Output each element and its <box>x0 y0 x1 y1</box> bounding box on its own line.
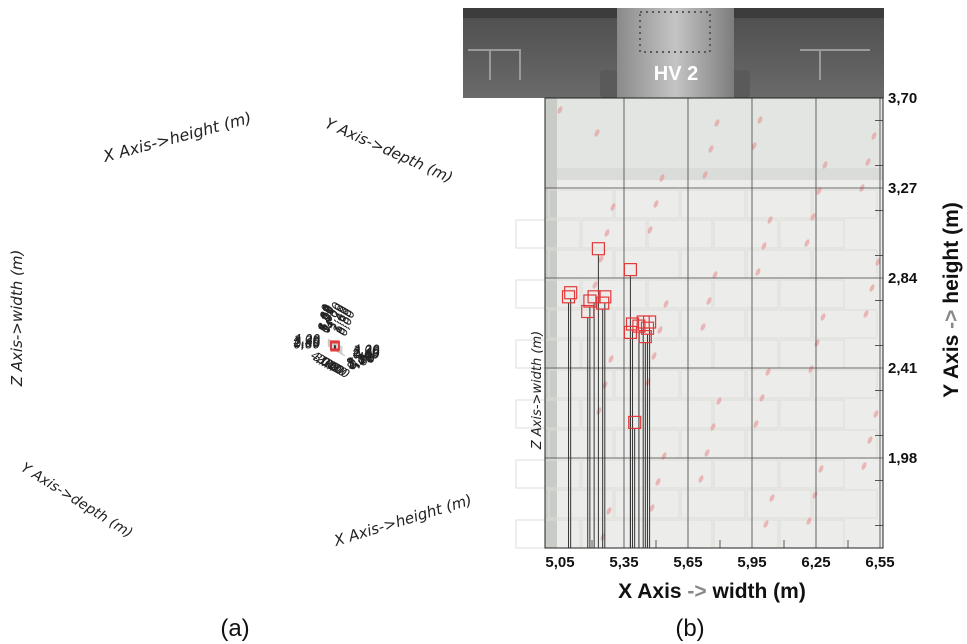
panel-b-x-tick-0: 5,05 <box>545 554 574 571</box>
panel-b-grid <box>545 97 883 548</box>
panel-b-stems <box>568 254 651 548</box>
panel-a-z-tick-right-2: 2,40 <box>353 345 380 359</box>
panel-a-tick-labels: 0,000,001,761,763,523,525,285,287,047,04… <box>294 300 381 382</box>
panel-a-z-tick-right-1: 1,60 <box>353 346 380 360</box>
panel-a-x-tick-top-5: 8,80 <box>315 303 333 332</box>
panel-b-y-tick-0: 1,98 <box>888 450 917 467</box>
panel-a-z-tick-left-1: 1,60 <box>294 336 321 350</box>
panel-b-x-tick-labels: 5,05 5,35 5,65 5,95 6,25 6,55 <box>545 554 894 571</box>
panel-a-z-tick-left-0: 0,80 <box>294 338 321 352</box>
panel-b-point-5 <box>591 242 606 256</box>
panel-b-point-16 <box>642 315 657 329</box>
panel-b-x-tick-5: 6,55 <box>865 554 894 571</box>
panel-a-x-tick-top-0: 0,00 <box>319 305 337 334</box>
panel-a-x-tick-top-2: 3,52 <box>317 304 335 333</box>
panel-b-y-label-arrow: -> <box>940 310 963 329</box>
panel-a-y-axis-label-bottom: Y Axis->depth (m) <box>18 460 136 542</box>
panel-a-x-tick-top-3: 5,28 <box>317 304 335 333</box>
panel-a-x-axis-label-bottom: X Axis->height (m) <box>331 491 474 550</box>
panel-b-point-3 <box>583 294 597 308</box>
panel-b-y-label-suffix: height (m) <box>940 202 963 303</box>
panel-b-x-tick-1: 5,35 <box>609 554 638 571</box>
panel-a-points <box>330 340 340 352</box>
panel-b-point-2 <box>581 304 595 319</box>
hv2-photo: HV 2 <box>463 8 884 98</box>
panel-a-x-tick-top-4: 7,04 <box>316 303 334 332</box>
hv2-label: HV 2 <box>654 63 698 85</box>
panel-b-point-14 <box>638 330 652 344</box>
panel-a-z-tick-left-4: 4,00 <box>294 332 321 346</box>
panel-b-y-axis-label: Y Axis -> height (m) <box>940 202 963 397</box>
panel-b-point-0 <box>561 290 576 304</box>
panel-b-points <box>561 242 657 429</box>
panel-a-z-tick-right-4: 4,00 <box>353 342 380 356</box>
panel-a-z-axis-label: Z Axis->width (m) <box>8 250 26 388</box>
panel-b-point-7 <box>598 290 612 304</box>
panel-a-z-tick-right-0: 0,80 <box>353 348 380 362</box>
panel-b-point-8 <box>623 263 638 277</box>
panel-a-x-tick-top-1: 1,76 <box>318 305 336 334</box>
panel-b-x-tick-2: 5,65 <box>673 554 702 571</box>
panel-b-y-tick-3: 3,27 <box>888 180 917 197</box>
panel-b-x-tick-4: 6,25 <box>801 554 830 571</box>
panel-b-scatter: HV 2 5,05 5,35 5,65 5,95 6,25 6,55 1,98 2,41 2,… <box>463 8 963 642</box>
panel-b-z-axis-label: Z Axis->width (m) <box>530 331 545 450</box>
panel-a-z-tick-left-3: 3,20 <box>294 334 321 348</box>
panel-b-point-1 <box>564 286 578 300</box>
panel-b-x-tick-3: 5,95 <box>737 554 766 571</box>
panel-a-z-tick-left-2: 2,40 <box>294 335 321 349</box>
panel-b-x-label-prefix: X Axis <box>618 580 681 603</box>
panel-b-y-tick-labels: 1,98 2,41 2,84 3,27 3,70 <box>888 90 918 467</box>
panel-b-x-label-arrow: -> <box>687 580 706 603</box>
panel-a-point-13 <box>330 342 340 352</box>
panel-b-y-tick-1: 2,41 <box>888 360 917 377</box>
panel-b-x-label-suffix: width (m) <box>712 580 806 603</box>
panel-b-y-label-prefix: Y Axis <box>940 335 963 398</box>
panel-a-caption: (a) <box>220 615 249 642</box>
panel-b-plot-frame <box>544 97 884 549</box>
panel-a-z-tick-right-3: 3,20 <box>353 344 380 358</box>
panel-a-3d-scatter: 0,000,001,761,763,523,525,285,287,047,04… <box>8 108 474 642</box>
panel-b-y-tick-2: 2,84 <box>888 270 918 287</box>
panel-b-caption: (b) <box>675 615 704 642</box>
panel-a-y-axis-label-top: Y Axis->depth (m) <box>322 114 455 186</box>
panel-b-point-11 <box>628 415 642 429</box>
panel-a-x-axis-label-top: X Axis->height (m) <box>100 108 253 166</box>
wall-background <box>515 98 883 549</box>
panel-b-y-tick-4: 3,70 <box>888 90 917 107</box>
panel-b-x-axis-label: X Axis -> width (m) <box>618 580 806 603</box>
